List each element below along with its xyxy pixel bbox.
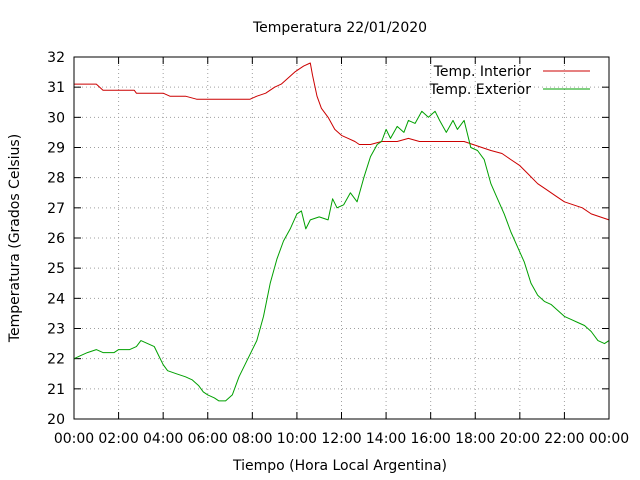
- x-axis-ticks: 00:00 02:00 04:00 06:00 08:00 10:00 12:00 14:00…: [54, 57, 629, 447]
- x-tick-label: 20:00: [500, 431, 540, 447]
- y-tick-label: 32: [47, 50, 65, 66]
- y-tick-label: 26: [47, 231, 65, 247]
- x-tick-label: 00:00: [589, 431, 629, 447]
- legend-label: Temp. Exterior: [429, 82, 532, 98]
- x-tick-label: 14:00: [366, 431, 406, 447]
- y-tick-label: 22: [47, 352, 65, 368]
- x-tick-label: 02:00: [98, 431, 138, 447]
- x-tick-label: 08:00: [232, 431, 272, 447]
- y-tick-label: 27: [47, 201, 65, 217]
- x-axis-label: Tiempo (Hora Local Argentina): [232, 458, 447, 474]
- y-tick-label: 24: [47, 291, 65, 307]
- x-tick-label: 06:00: [188, 431, 228, 447]
- series-line-exterior: [73, 110, 610, 402]
- x-tick-label: 16:00: [410, 431, 450, 447]
- x-tick-label: 10:00: [277, 431, 317, 447]
- x-tick-label: 04:00: [143, 431, 183, 447]
- chart-title: Temperatura 22/01/2020: [252, 20, 427, 36]
- y-tick-label: 23: [47, 322, 65, 338]
- y-axis-label: Temperatura (Grados Celsius): [7, 134, 23, 343]
- y-tick-label: 28: [47, 171, 65, 187]
- x-tick-label: 18:00: [455, 431, 495, 447]
- series-group: [73, 62, 610, 402]
- x-tick-label: 22:00: [544, 431, 584, 447]
- legend: Temp. Interior Temp. Exterior: [429, 64, 590, 98]
- y-tick-label: 20: [47, 412, 65, 428]
- series-line-interior: [74, 62, 610, 221]
- y-tick-label: 29: [47, 141, 65, 157]
- x-tick-label: 12:00: [321, 431, 361, 447]
- legend-label: Temp. Interior: [433, 64, 532, 80]
- y-tick-label: 30: [47, 110, 65, 126]
- grid: [74, 57, 609, 419]
- y-tick-label: 31: [47, 80, 65, 96]
- y-tick-label: 25: [47, 261, 65, 277]
- plot-frame: [73, 56, 610, 420]
- y-tick-label: 21: [47, 382, 65, 398]
- y-axis-ticks: 20 21 22 23 24 25 26 27 28 29 30 31 32: [47, 50, 609, 428]
- x-tick-label: 00:00: [54, 431, 94, 447]
